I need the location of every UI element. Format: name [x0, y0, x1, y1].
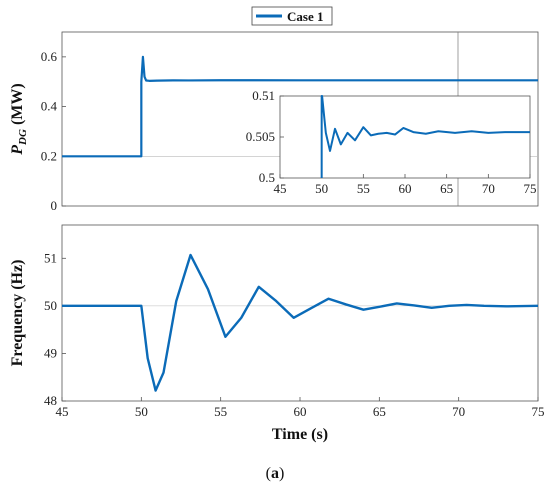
- inset-panel: 45 50 55 60 65 70 75 0.5 0.505 0.51: [246, 88, 537, 196]
- frequency-series-line: [62, 253, 539, 392]
- time-x-axis-label: Time (s): [272, 426, 328, 443]
- pdg-y-label-sub: DG: [17, 129, 29, 146]
- pdg-y-label-unit: (MW): [9, 83, 26, 129]
- legend-label-case-1: Case 1: [287, 9, 323, 24]
- inset-y-tick-label: 0.51: [252, 88, 275, 103]
- frequency-x-tick-label: 45: [56, 404, 69, 419]
- frequency-x-tick-label: 70: [452, 404, 465, 419]
- inset-x-tick-label: 65: [440, 181, 453, 196]
- frequency-y-tick-label: 51: [44, 250, 57, 265]
- frequency-x-tick-label: 75: [532, 404, 545, 419]
- pdg-y-tick-label: 0: [51, 198, 58, 213]
- frequency-y-tick-label: 48: [44, 393, 57, 408]
- frequency-x-ticks: 45 50 55 60 65 70 75: [56, 397, 545, 419]
- caption-letter: a: [271, 465, 279, 482]
- inset-x-tick-label: 70: [482, 181, 495, 196]
- frequency-y-ticks: 48 49 50 51: [44, 250, 66, 408]
- inset-series-line: [320, 95, 530, 178]
- frequency-y-tick-label: 50: [44, 298, 57, 313]
- pdg-y-axis-label: PDG (MW): [9, 83, 29, 155]
- inset-x-tick-label: 75: [524, 181, 537, 196]
- frequency-y-tick-label: 49: [44, 345, 57, 360]
- caption-prefix: (: [266, 465, 271, 482]
- pdg-y-tick-label: 0.2: [41, 148, 57, 163]
- pdg-y-tick-label: 0.6: [41, 49, 58, 64]
- inset-y-tick-label: 0.5: [259, 170, 275, 185]
- inset-y-ticks: 0.5 0.505 0.51: [246, 88, 284, 185]
- inset-axes-box: [279, 95, 531, 179]
- pdg-y-tick-label: 0.4: [41, 99, 58, 114]
- inset-x-tick-label: 55: [357, 181, 370, 196]
- inset-y-tick-label: 0.505: [246, 129, 275, 144]
- legend: Case 1: [251, 6, 333, 26]
- inset-x-tick-label: 50: [315, 181, 328, 196]
- frequency-panel: 45 50 55 60 65 70 75 48 49 50 51 Frequency (Hz) T…: [9, 224, 545, 443]
- inset-x-ticks: 45 50 55 60 65 70 75: [274, 174, 537, 196]
- caption-suffix: ): [279, 465, 284, 482]
- pdg-y-label-main: P: [9, 145, 26, 156]
- frequency-x-tick-label: 50: [135, 404, 148, 419]
- frequency-y-axis-label: Frequency (Hz): [9, 260, 26, 367]
- inset-x-tick-label: 60: [399, 181, 412, 196]
- pdg-series-line: [62, 55, 538, 158]
- legend-box: [251, 6, 333, 26]
- frequency-x-tick-label: 60: [294, 404, 307, 419]
- frequency-x-tick-label: 65: [373, 404, 386, 419]
- inset-x-tick-label: 45: [274, 181, 287, 196]
- frequency-x-tick-label: 55: [214, 404, 227, 419]
- figure-caption: (a): [266, 465, 285, 482]
